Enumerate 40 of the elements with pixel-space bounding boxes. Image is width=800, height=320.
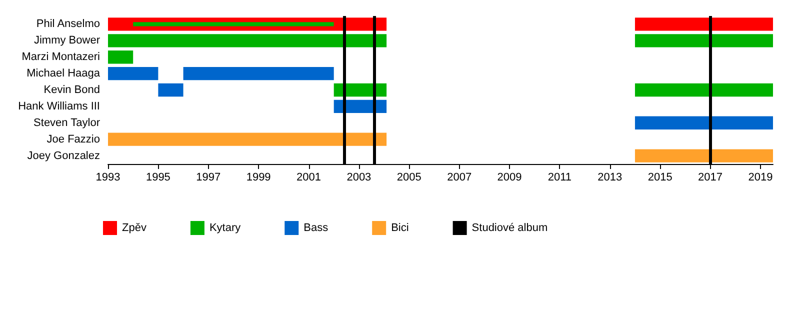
- y-tick-label: Joey Gonzalez: [27, 150, 100, 162]
- x-tick-label: 1999: [246, 172, 271, 184]
- bar: [634, 83, 773, 97]
- y-tick-label: Phil Anselmo: [36, 18, 100, 30]
- x-tick-label: 1997: [196, 172, 221, 184]
- x-tick-label: 2003: [346, 172, 372, 184]
- y-tick-label: Kevin Bond: [44, 84, 100, 96]
- x-tick-label: 2005: [396, 172, 422, 184]
- bar: [108, 50, 134, 64]
- bar: [108, 34, 387, 48]
- x-tick-label: 1993: [96, 172, 120, 184]
- legend-label: Kytary: [209, 222, 242, 234]
- legend-label: Zpěv: [122, 222, 147, 234]
- x-tick-label: 2007: [447, 172, 472, 184]
- y-tick-label: Michael Haaga: [26, 68, 101, 80]
- bar: [183, 66, 334, 80]
- y-tick-label: Joe Fazzio: [46, 133, 100, 146]
- legend-label: Studiové album: [472, 222, 548, 234]
- x-tick-label: 2013: [598, 172, 622, 184]
- bar: [634, 34, 773, 48]
- y-tick-label: Hank Williams III: [18, 100, 100, 112]
- x-tick-label: 2001: [296, 172, 321, 184]
- y-tick-label: Marzi Montazeri: [22, 51, 100, 64]
- x-tick-label: 2009: [497, 172, 522, 184]
- bar: [158, 83, 184, 97]
- x-tick-label: 2011: [548, 172, 572, 184]
- legend-label: Bici: [391, 222, 409, 234]
- bar: [133, 22, 334, 26]
- bar: [108, 66, 158, 80]
- x-tick-label: 2017: [698, 172, 723, 184]
- bar: [108, 132, 387, 146]
- bar: [634, 18, 773, 31]
- legend-label: Bass: [304, 222, 329, 234]
- x-tick-label: 2015: [648, 172, 672, 184]
- x-tick-label: 2019: [748, 172, 773, 184]
- bar: [634, 116, 773, 130]
- x-tick-label: 1995: [146, 172, 170, 184]
- y-tick-label: Jimmy Bower: [34, 34, 100, 47]
- bar: [634, 149, 773, 162]
- y-tick-label: Steven Taylor: [34, 116, 100, 129]
